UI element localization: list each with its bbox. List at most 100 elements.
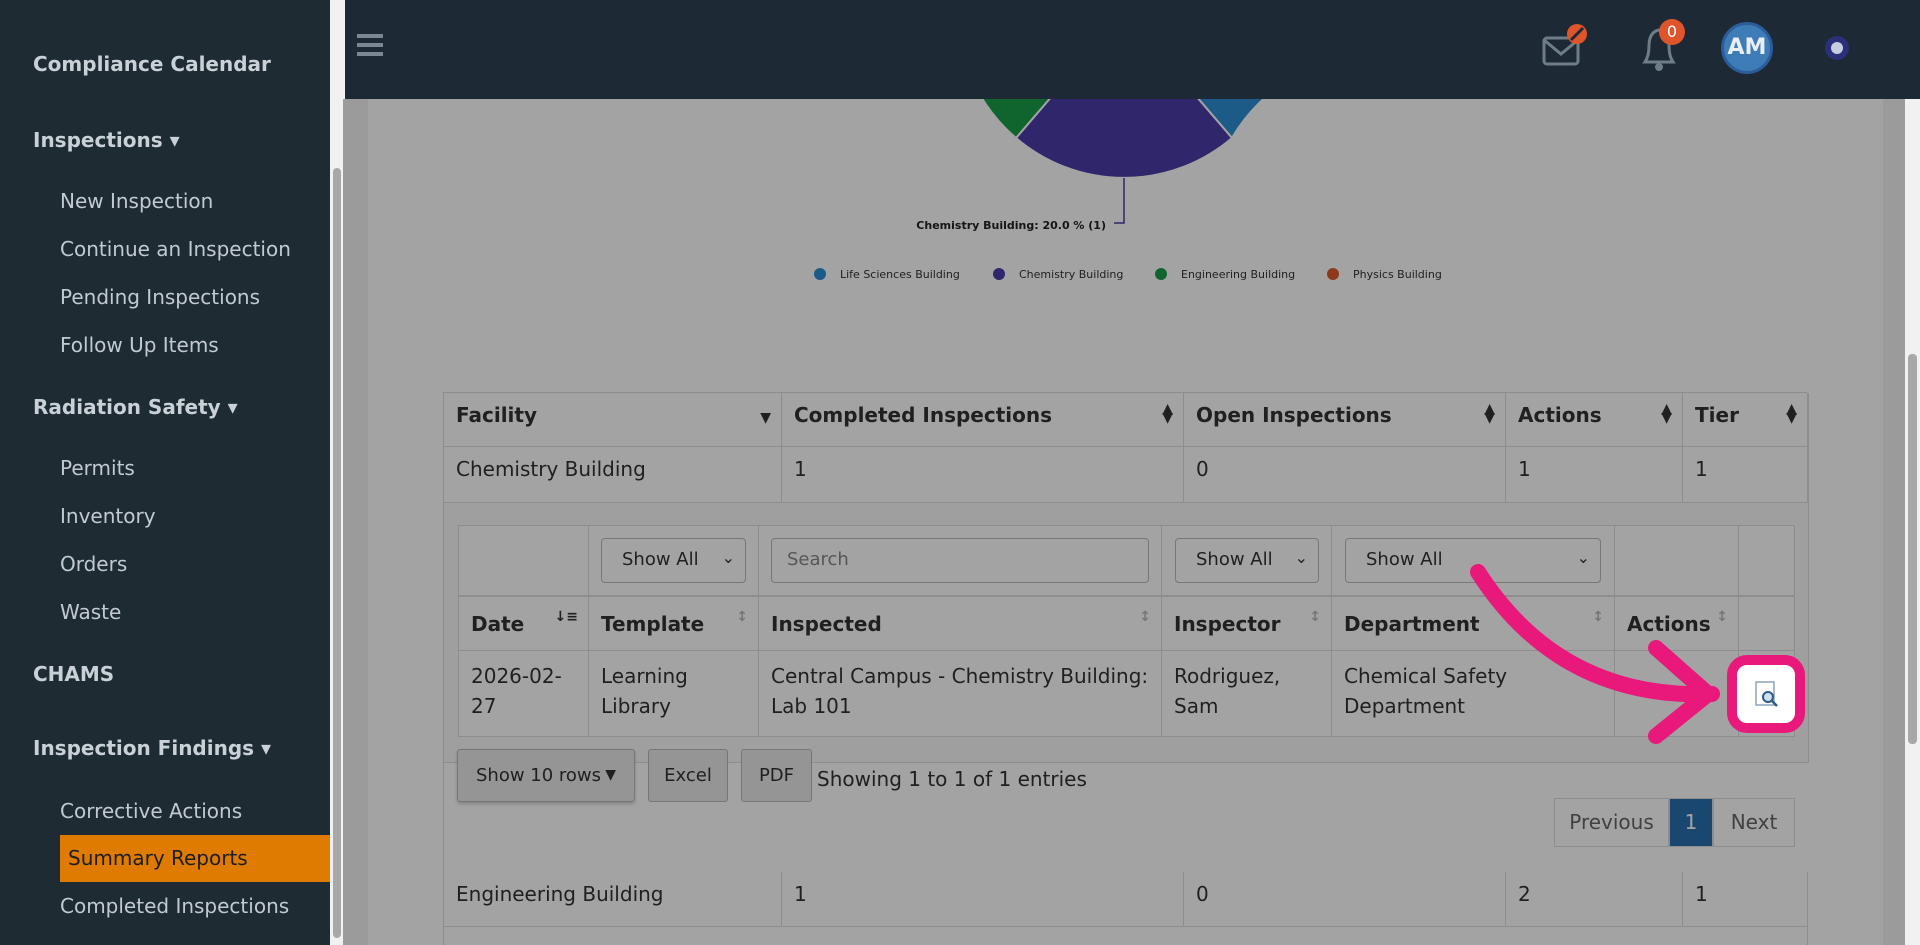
nav-link[interactable]: Permits: [60, 456, 135, 480]
page-length-select[interactable]: Show 10 rows ▼: [457, 749, 635, 802]
legend-label: Engineering Building: [1181, 268, 1295, 281]
column-header[interactable]: Template ↕: [589, 596, 759, 651]
filter-select[interactable]: Show All ⌄: [1175, 538, 1319, 583]
nav-link[interactable]: Inventory: [60, 504, 156, 528]
page-scrollbar: [1905, 99, 1920, 945]
table-info: Showing 1 to 1 of 1 entries: [817, 767, 1087, 791]
nav-section[interactable]: Inspection Findings ▾: [33, 736, 272, 760]
column-header[interactable]: Actions ▲ ▼: [1506, 393, 1683, 447]
legend-label: Chemistry Building: [1019, 268, 1123, 281]
column-header[interactable]: Inspected ↕: [759, 596, 1162, 651]
column-header[interactable]: Inspector ↕: [1162, 596, 1332, 651]
pagination-button[interactable]: 1: [1669, 798, 1713, 847]
nav-link[interactable]: Orders: [60, 552, 128, 576]
dropdown-caret: ⌄: [721, 548, 735, 567]
nav-link[interactable]: New Inspection: [60, 189, 214, 213]
pagination-button[interactable]: Next: [1713, 798, 1795, 847]
export-button[interactable]: Excel: [648, 749, 728, 802]
table-cell: 1: [782, 872, 1184, 927]
table-cell: 1: [782, 447, 1184, 503]
slice-label: Chemistry Building: 20.0 % (1): [916, 219, 1106, 232]
table-cell: 2026-02-27: [458, 651, 589, 737]
table-cell: Rodriguez, Sam: [1162, 651, 1332, 737]
column-header: [1739, 596, 1795, 651]
active-highlight: [60, 835, 330, 882]
sort-icon: ↓≡: [554, 609, 578, 625]
column-header[interactable]: Actions ↕: [1615, 596, 1739, 651]
nav-link[interactable]: CHAMS: [33, 662, 115, 686]
legend-label: Life Sciences Building: [840, 268, 960, 281]
highlight-ring: [1727, 655, 1805, 733]
sort-icon: ▼: [760, 410, 771, 426]
nav-link-active[interactable]: Summary Reports: [68, 846, 248, 870]
filter-cell: [1739, 525, 1795, 596]
nav-section-title: Inspections: [33, 128, 163, 152]
filter-cell: [1615, 525, 1739, 596]
sidebar: Compliance Calendar Inspections ▾ New In…: [0, 0, 343, 945]
notification-badge: 0: [1659, 19, 1685, 45]
column-header[interactable]: Date ↓≡: [458, 596, 589, 651]
sort-icon: ▲ ▼: [1661, 401, 1672, 426]
dim-overlay: [343, 99, 1905, 945]
dropdown-caret: ⌄: [1294, 548, 1308, 567]
table-cell: 0: [1184, 447, 1506, 503]
legend-dot: [1327, 268, 1339, 280]
sort-icon: ↕: [1139, 609, 1151, 625]
table-cell: 1: [1506, 447, 1683, 503]
search-input[interactable]: Search: [771, 538, 1149, 583]
sort-icon: ▲ ▼: [1484, 401, 1495, 426]
menu-button[interactable]: [355, 30, 385, 60]
nav-link[interactable]: Compliance Calendar: [33, 52, 271, 76]
sort-icon: ↕: [736, 609, 748, 625]
legend-dot: [1155, 268, 1167, 280]
user-avatar[interactable]: AM: [1721, 22, 1773, 74]
nav-link[interactable]: Completed Inspections: [60, 894, 290, 918]
pagination-button[interactable]: Previous: [1554, 798, 1669, 847]
table-cell: 1: [1683, 872, 1808, 927]
column-header[interactable]: Open Inspections ▲ ▼: [1184, 393, 1506, 447]
sort-icon: ▲ ▼: [1162, 401, 1173, 426]
column-header[interactable]: Department ↕: [1332, 596, 1615, 651]
nav-link[interactable]: Waste: [60, 600, 122, 624]
nav-section-title: Inspection Findings: [33, 736, 255, 760]
table-cell: Central Campus - Chemistry Building: Lab…: [759, 651, 1162, 737]
sort-icon: ↕: [1716, 609, 1728, 625]
mail-icon[interactable]: [1541, 22, 1591, 68]
nav-link[interactable]: Follow Up Items: [60, 333, 219, 357]
table-row: [444, 927, 1808, 945]
nav-link[interactable]: Corrective Actions: [60, 799, 243, 823]
filter-cell: [458, 525, 589, 596]
table-cell: 1: [1683, 447, 1808, 503]
table-cell: Learning Library: [589, 651, 759, 737]
export-button[interactable]: PDF: [741, 749, 812, 802]
column-header[interactable]: Completed Inspections ▲ ▼: [782, 393, 1184, 447]
table-cell: Engineering Building: [444, 872, 782, 927]
sort-icon: ↕: [1309, 609, 1321, 625]
view-report-button[interactable]: [1752, 680, 1780, 708]
nav-link[interactable]: Continue an Inspection: [60, 237, 291, 261]
legend-label: Physics Building: [1353, 268, 1442, 281]
column-header[interactable]: Facility ▼: [444, 393, 782, 447]
column-header[interactable]: Tier ▲ ▼: [1683, 393, 1808, 447]
sort-icon: ↕: [1592, 609, 1604, 625]
table-cell: Chemical Safety Department: [1332, 651, 1615, 737]
org-logo[interactable]: [1823, 34, 1851, 62]
legend-dot: [814, 268, 826, 280]
table-cell: 2: [1506, 872, 1683, 927]
table-cell: Chemistry Building: [444, 447, 782, 503]
nav-section-title: Radiation Safety: [33, 395, 221, 419]
scrollbar-thumb[interactable]: [333, 168, 341, 938]
dropdown-caret: ▼: [605, 767, 616, 783]
sort-icon: ▲ ▼: [1786, 401, 1797, 426]
filter-select[interactable]: Show All ⌄: [601, 538, 746, 583]
label-leader: [1114, 178, 1125, 224]
top-bar: 0 AM: [345, 0, 1920, 99]
scrollbar-thumb[interactable]: [1908, 354, 1917, 744]
nav-section[interactable]: Radiation Safety ▾: [33, 395, 238, 419]
table-cell: 0: [1184, 872, 1506, 927]
legend-dot: [993, 268, 1005, 280]
nav-section[interactable]: Inspections ▾: [33, 128, 180, 152]
nav-link[interactable]: Pending Inspections: [60, 285, 261, 309]
